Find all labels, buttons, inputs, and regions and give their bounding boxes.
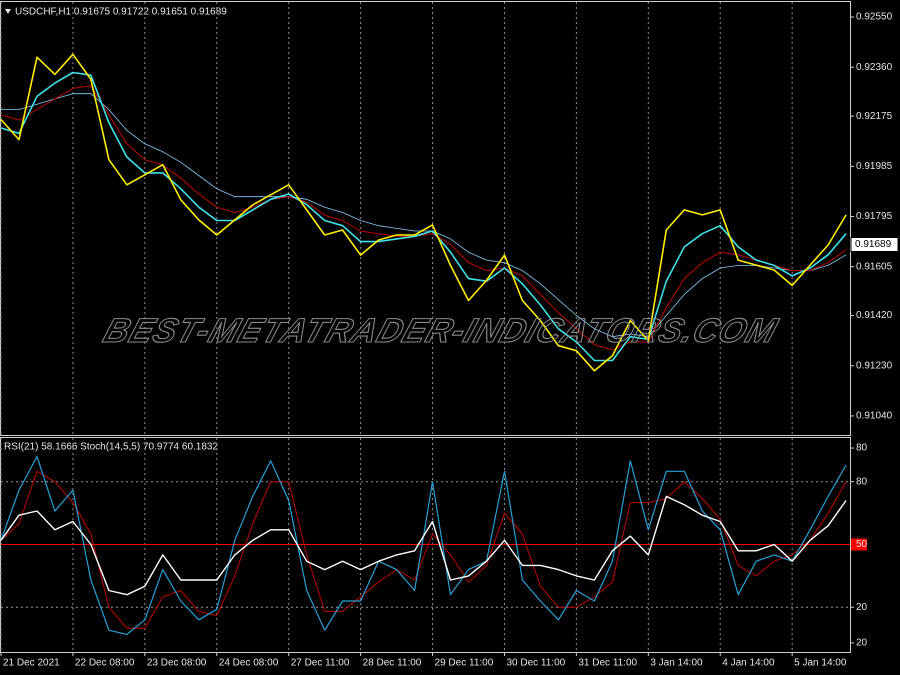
y-tick-label: 0.92175 bbox=[856, 111, 893, 122]
level-label-box bbox=[851, 538, 867, 551]
y-tick-label: 0.92360 bbox=[856, 62, 893, 73]
x-tick-label: 28 Dec 11:00 bbox=[363, 658, 422, 669]
y-tick-label: 0.91420 bbox=[856, 310, 893, 321]
y-tick-label: 0.91040 bbox=[856, 411, 893, 422]
watermark: BEST-METATRADER-INDICATORS.COM bbox=[99, 312, 783, 350]
x-tick-label: 3 Jan 14:00 bbox=[650, 658, 703, 669]
y-tick-label: 0.92550 bbox=[856, 12, 893, 23]
x-tick-label: 22 Dec 08:00 bbox=[75, 658, 135, 669]
series-line bbox=[0, 470, 847, 629]
indicator-title: RSI(21) 58.1666 Stoch(14,5,5) 70.9774 60… bbox=[4, 442, 218, 453]
series-line bbox=[0, 53, 847, 372]
series-line bbox=[1, 93, 847, 338]
y-tick-label: 0.91795 bbox=[856, 211, 893, 222]
x-tick-label: 31 Dec 11:00 bbox=[578, 658, 637, 669]
y2-tick-label: 80 bbox=[856, 443, 868, 454]
y2-tick-label: 20 bbox=[856, 638, 868, 649]
y-tick-label: 0.91230 bbox=[856, 360, 893, 371]
y-tick-label: 0.91605 bbox=[856, 261, 893, 272]
x-tick-label: 30 Dec 11:00 bbox=[506, 658, 565, 669]
y-tick-label: 20 bbox=[856, 602, 868, 613]
y-tick-label: 80 bbox=[856, 476, 868, 487]
collapse-icon bbox=[5, 9, 11, 14]
x-tick-label: 21 Dec 2021 bbox=[3, 658, 60, 669]
x-tick-label: 4 Jan 14:00 bbox=[722, 658, 775, 669]
y-tick-label: 50 bbox=[856, 539, 868, 550]
x-tick-label: 27 Dec 11:00 bbox=[291, 658, 350, 669]
last-price-box bbox=[850, 236, 899, 252]
price-title: USDCHF,H1 0.91675 0.91722 0.91651 0.9168… bbox=[15, 7, 227, 18]
series-line bbox=[0, 85, 847, 351]
series-line bbox=[0, 71, 847, 362]
x-tick-label: 23 Dec 08:00 bbox=[147, 658, 207, 669]
x-tick-label: 24 Dec 08:00 bbox=[219, 658, 279, 669]
series-line bbox=[0, 495, 847, 596]
last-price-label: 0.91689 bbox=[855, 239, 892, 250]
x-tick-label: 5 Jan 14:00 bbox=[794, 658, 847, 669]
y-tick-label: 0.91985 bbox=[856, 161, 893, 172]
x-tick-label: 29 Dec 11:00 bbox=[435, 658, 494, 669]
